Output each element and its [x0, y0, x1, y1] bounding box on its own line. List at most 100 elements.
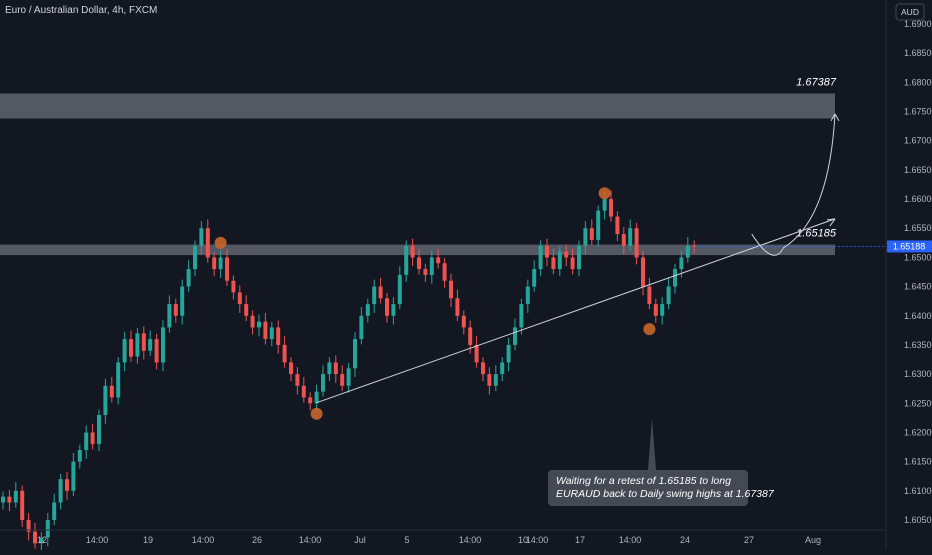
candle [660, 297, 665, 325]
candle [538, 240, 543, 277]
candle [257, 314, 261, 337]
candle [532, 260, 537, 292]
candle [109, 377, 114, 403]
x-tick-label: 14:00 [526, 535, 549, 545]
y-tick-label: 1.60500 [904, 515, 932, 525]
candle [148, 330, 153, 357]
candle [404, 240, 409, 282]
y-tick-label: 1.61000 [904, 486, 932, 496]
candle [506, 337, 511, 372]
y-tick-label: 1.67000 [904, 136, 932, 146]
candle [429, 250, 434, 284]
candle [186, 260, 191, 292]
x-tick-label: Aug [805, 535, 821, 545]
candle [135, 328, 140, 364]
trendline[interactable] [316, 218, 836, 404]
candle [71, 452, 76, 497]
candle [295, 367, 300, 395]
x-tick-label: 14:00 [459, 535, 482, 545]
candle [570, 248, 575, 275]
candle [333, 355, 338, 383]
candle [7, 489, 12, 512]
candle [167, 295, 172, 333]
price-axis[interactable]: AUD 1.690001.685001.680001.675001.670001… [885, 0, 932, 550]
candle [340, 365, 345, 392]
candle [237, 285, 242, 313]
candle [301, 377, 306, 403]
candle [180, 279, 185, 325]
y-tick-label: 1.68000 [904, 77, 932, 87]
candle [685, 236, 690, 263]
candle [525, 279, 530, 313]
zones-layer: 1.67387 1.65185 [0, 76, 837, 256]
current-price-label: 1.65188 [893, 241, 926, 251]
candle [481, 357, 485, 382]
projection-path[interactable] [751, 113, 836, 256]
x-tick-label: 14:00 [192, 535, 215, 545]
candle [52, 493, 57, 526]
candle [13, 482, 18, 508]
candle [673, 263, 677, 294]
resistance-zone[interactable] [0, 244, 835, 256]
x-tick-label: 24 [680, 535, 690, 545]
candles-layer [1, 190, 697, 551]
annotation-callout[interactable] [548, 470, 748, 506]
candle [641, 250, 645, 296]
swing-point-marker[interactable] [214, 236, 227, 249]
swing-point-marker[interactable] [310, 407, 323, 420]
x-tick-label: 27 [744, 535, 754, 545]
y-tick-label: 1.65500 [904, 223, 932, 233]
x-tick-label: 14:00 [86, 535, 109, 545]
drawings-layer: Waiting for a retest of 1.65185 to long E… [214, 113, 886, 506]
candle [282, 336, 287, 368]
candle [314, 384, 319, 413]
candle [493, 365, 498, 392]
candle [26, 512, 31, 541]
currency-badge[interactable] [895, 3, 925, 21]
x-tick-label: 10 [518, 535, 528, 545]
y-tick-label: 1.63000 [904, 369, 932, 379]
x-tick-label: Jul [354, 535, 366, 545]
y-tick-label: 1.62500 [904, 398, 932, 408]
chart-title: Euro / Australian Dollar, 4h, FXCM [5, 5, 157, 16]
y-tick-label: 1.69000 [904, 19, 932, 29]
candle [39, 532, 44, 551]
x-tick-label: 17 [575, 535, 585, 545]
y-tick-label: 1.66500 [904, 165, 932, 175]
candle [173, 298, 178, 323]
resistance-zone[interactable] [0, 93, 835, 119]
swing-point-marker[interactable] [643, 323, 656, 336]
candle [154, 333, 159, 370]
candle [1, 491, 5, 510]
candle [122, 332, 127, 372]
candle [205, 219, 210, 263]
candle [346, 363, 351, 393]
candle [666, 277, 671, 310]
candle [218, 250, 223, 278]
candle [461, 310, 466, 335]
x-tick-label: 14:00 [299, 535, 322, 545]
candle [58, 473, 63, 510]
candle [308, 392, 313, 411]
candle [513, 318, 517, 351]
current-price-badge [887, 240, 932, 253]
zone-price-label: 1.67387 [796, 76, 837, 88]
candle [423, 263, 428, 282]
candle [65, 472, 69, 500]
candle [372, 279, 377, 313]
y-tick-label: 1.65000 [904, 252, 932, 262]
candle [244, 295, 249, 322]
candle [193, 240, 197, 277]
x-tick-label: 14:00 [619, 535, 642, 545]
candle [647, 277, 652, 310]
swing-point-marker[interactable] [598, 187, 611, 200]
candle [442, 257, 447, 288]
x-tick-label: 5 [404, 535, 409, 545]
y-tick-labels: 1.69000 1.68500 1.68000 1.67500 1.67000 1.665… [904, 19, 932, 525]
candle [417, 248, 421, 275]
candle [225, 248, 229, 287]
candle [551, 248, 556, 275]
